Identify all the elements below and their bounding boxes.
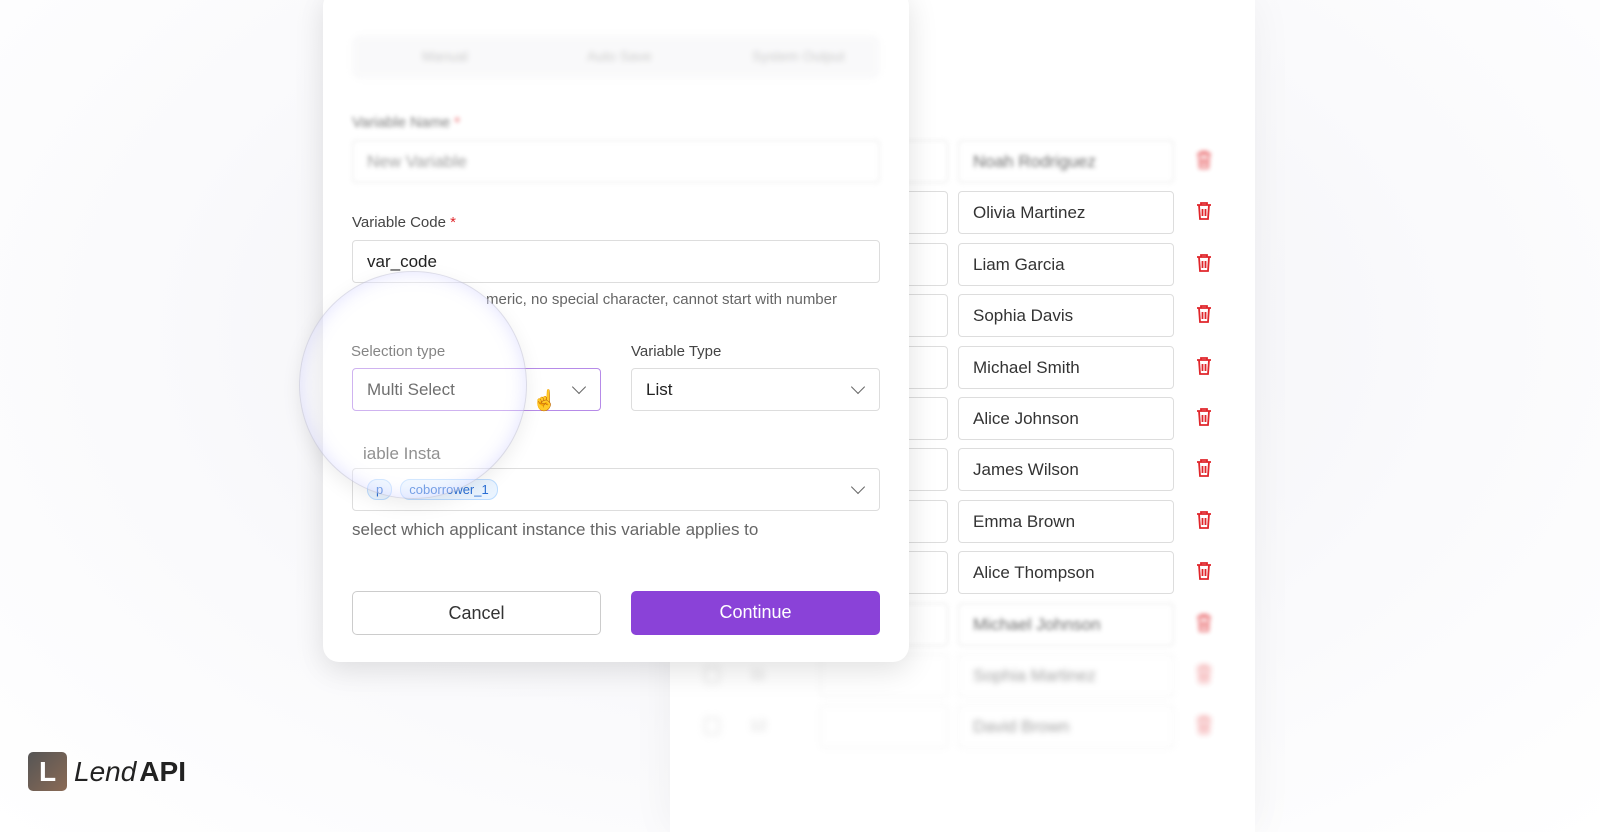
trash-icon[interactable] xyxy=(1196,150,1212,170)
row-name-input[interactable]: James Wilson xyxy=(958,448,1174,492)
hand-cursor-icon: ☝ xyxy=(532,390,557,412)
instance-label: iable Insta xyxy=(363,444,441,463)
cancel-button[interactable]: Cancel xyxy=(352,591,601,635)
tab-manual[interactable]: Manual xyxy=(422,48,468,64)
row-checkbox[interactable] xyxy=(704,717,720,736)
instance-tag[interactable]: coborrower_1 xyxy=(400,479,498,500)
row-name-input[interactable]: Alice Thompson xyxy=(958,551,1174,595)
row-name-input[interactable]: David Brown xyxy=(958,705,1174,749)
row-name-input[interactable]: Michael Johnson xyxy=(958,602,1174,646)
logo-lend-text: Lend xyxy=(74,755,137,787)
instance-help: select which applicant instance this var… xyxy=(352,520,759,539)
tab-system-output[interactable]: System Output xyxy=(752,48,845,64)
variable-code-input[interactable]: var_code xyxy=(352,240,880,283)
list-row: Alice Thompson xyxy=(670,551,1255,595)
trash-icon[interactable] xyxy=(1196,407,1212,427)
chevron-down-icon xyxy=(850,379,866,395)
row-name-input[interactable]: Sophia Davis xyxy=(958,294,1174,338)
chevron-down-icon xyxy=(571,379,587,395)
list-row: Emma Brown xyxy=(670,499,1255,544)
row-number: 11 xyxy=(750,666,766,683)
row-name-input[interactable]: Noah Rodriguez xyxy=(958,140,1174,183)
new-variable-modal: Manual Auto Save System Output Variable … xyxy=(323,0,909,662)
trash-icon[interactable] xyxy=(1196,561,1212,581)
row-name-input[interactable]: Olivia Martinez xyxy=(958,191,1174,235)
row-name-input[interactable]: Liam Garcia xyxy=(958,242,1174,286)
variable-type-select[interactable]: List xyxy=(631,368,880,411)
variable-name-input[interactable]: New Variable xyxy=(352,140,880,183)
trash-icon[interactable] xyxy=(1196,201,1212,221)
selection-type-select[interactable]: Multi Select xyxy=(352,368,601,411)
lendapi-logo: L Lend API xyxy=(28,752,186,791)
logo-api-text: API xyxy=(139,755,186,787)
row-number: 12 xyxy=(750,717,767,735)
list-row: Olivia Martinez xyxy=(670,191,1255,235)
trash-icon[interactable] xyxy=(1196,356,1212,376)
magnifier-lens xyxy=(300,272,526,498)
logo-mark-icon: L xyxy=(28,752,67,791)
trash-icon[interactable] xyxy=(1196,613,1212,633)
variable-code-help: meric, no special character, cannot star… xyxy=(486,291,837,308)
instance-tag[interactable]: p xyxy=(367,479,393,500)
trash-icon[interactable] xyxy=(1196,510,1212,530)
chevron-down-icon xyxy=(850,479,866,495)
row-name-input[interactable]: Michael Smith xyxy=(958,345,1174,389)
trash-icon[interactable] xyxy=(1196,715,1212,735)
trash-icon[interactable] xyxy=(1196,304,1212,324)
tab-auto-save[interactable]: Auto Save xyxy=(587,48,652,64)
row-name-input[interactable]: Alice Johnson xyxy=(958,397,1174,440)
trash-icon[interactable] xyxy=(1196,458,1212,478)
mode-tabs: Manual Auto Save System Output xyxy=(352,35,880,79)
variable-code-label: Variable Code * xyxy=(352,214,456,231)
list-row: 11 Sophia Martinez xyxy=(670,654,1255,698)
row-name-input[interactable]: Sophia Martinez xyxy=(958,654,1174,697)
trash-icon[interactable] xyxy=(1196,664,1212,684)
row-value-input[interactable] xyxy=(820,705,948,749)
list-row: Noah Rodriguez xyxy=(670,140,1255,184)
selection-type-label: Selection type xyxy=(351,343,446,360)
trash-icon[interactable] xyxy=(1196,253,1212,273)
variable-type-label: Variable Type xyxy=(631,343,722,360)
variable-name-label: Variable Name * xyxy=(352,114,461,131)
row-checkbox[interactable] xyxy=(704,666,720,684)
row-name-input[interactable]: Emma Brown xyxy=(958,499,1174,543)
continue-button[interactable]: Continue xyxy=(631,591,880,635)
list-row: Michael Johnson xyxy=(670,602,1255,647)
list-row: 12 David Brown xyxy=(670,705,1255,749)
instance-multiselect[interactable]: p coborrower_1 xyxy=(352,468,880,511)
